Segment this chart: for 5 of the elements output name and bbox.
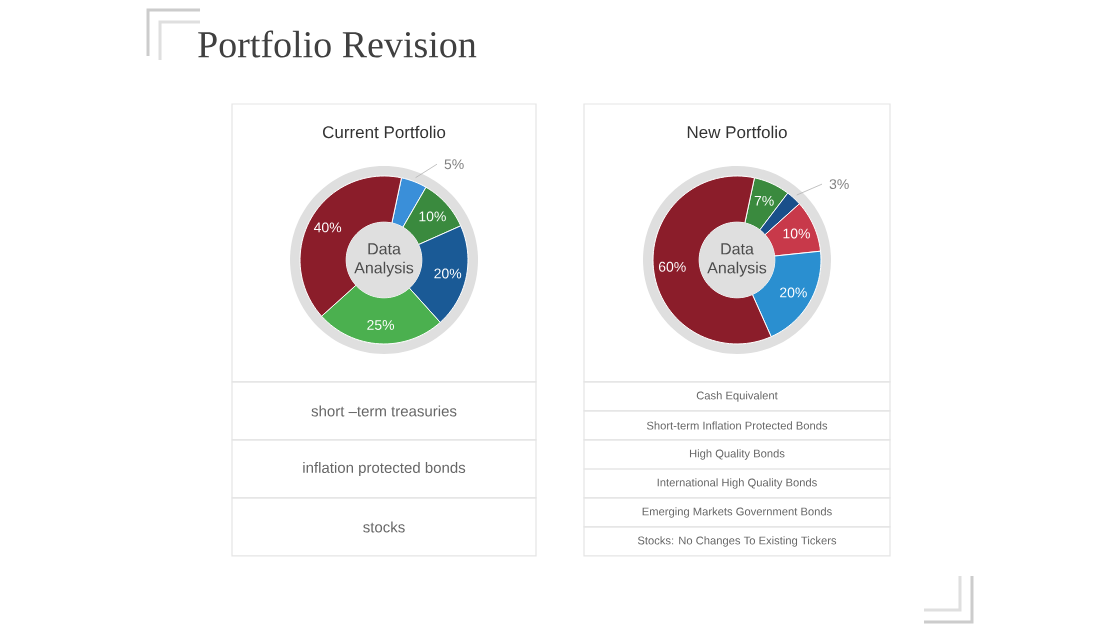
text: Data Analysis xyxy=(707,243,767,277)
chart-title: Current Portfolio xyxy=(323,125,446,139)
text: Portfolio Revision xyxy=(198,30,477,58)
text: Data Analysis xyxy=(354,243,414,277)
chart-title: New Portfolio xyxy=(687,125,787,139)
